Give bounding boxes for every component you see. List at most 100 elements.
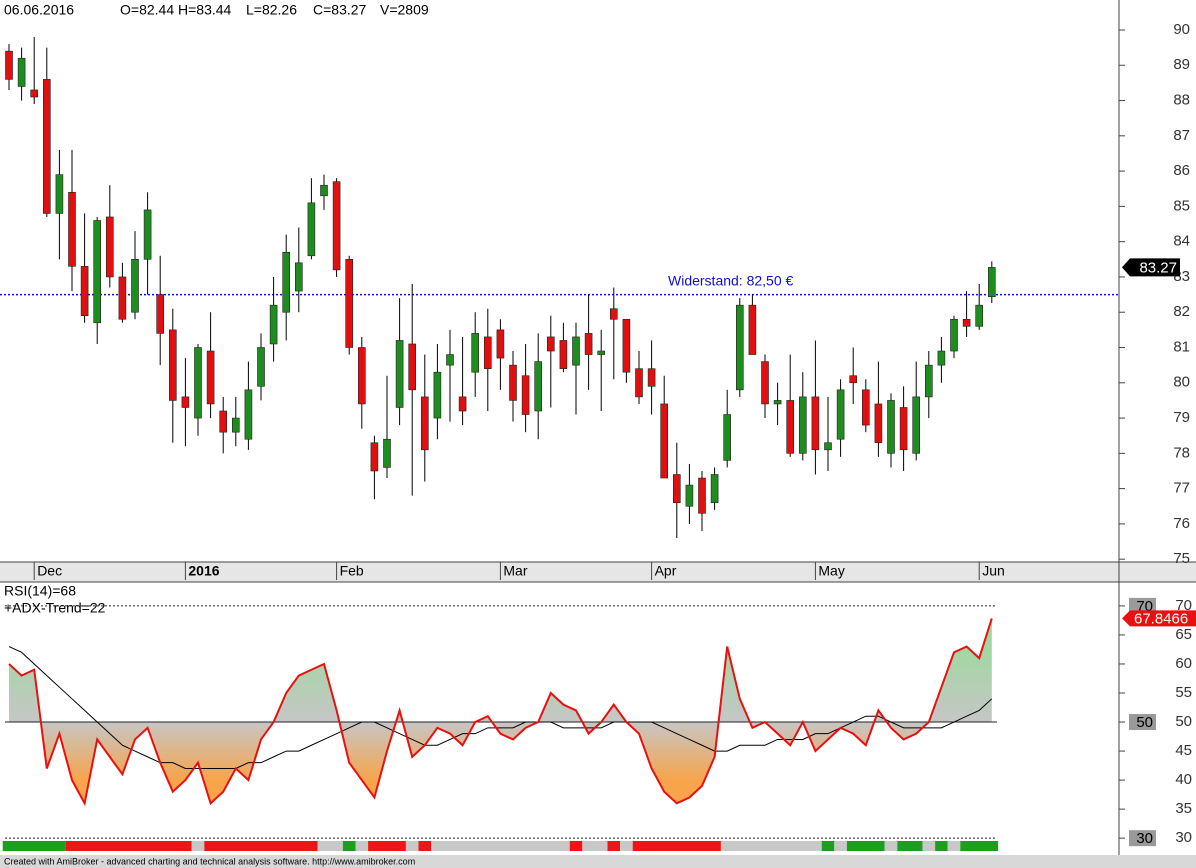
trend-segment (431, 841, 570, 851)
y-tick-label: 90 (1173, 21, 1190, 38)
candle-body (899, 407, 908, 451)
y-tick-label: 75 (1173, 550, 1190, 567)
candle-body (131, 259, 139, 313)
candle-body (924, 364, 933, 398)
trend-segment (897, 841, 923, 851)
candle-body (219, 410, 227, 433)
resistance-label: Widerstand: 82,50 € (668, 272, 794, 288)
candle-body (80, 266, 89, 317)
header-text: L=82.26 (246, 2, 297, 18)
header-text: 06.06.2016 (4, 2, 74, 18)
x-tick-label: Apr (655, 563, 677, 579)
candle-body (370, 442, 379, 472)
y-tick-label: 82 (1173, 303, 1190, 320)
candle-body (269, 304, 278, 345)
candle-body (635, 368, 643, 398)
candle-body (483, 336, 492, 369)
candle-body (950, 318, 958, 352)
x-tick-label: May (818, 563, 844, 579)
y-tick-label: 40 (1175, 771, 1192, 788)
trend-segment (960, 841, 999, 851)
trend-segment (191, 841, 205, 851)
candle-body (458, 396, 467, 412)
last-price-label: 83.27 (1139, 259, 1177, 276)
reference-box (1129, 830, 1156, 847)
candle-body (169, 329, 177, 401)
y-tick-label: 89 (1173, 56, 1190, 73)
trend-segment (317, 841, 343, 851)
trend-segment (947, 841, 961, 851)
y-tick-label: 45 (1175, 742, 1192, 759)
indicator-label: +ADX-Trend=22 (4, 600, 106, 616)
y-tick-label: 78 (1173, 444, 1190, 461)
y-tick-label: 60 (1175, 655, 1192, 672)
trend-segment (620, 841, 633, 851)
header-text: H=83.44 (178, 2, 232, 18)
y-tick-label: 70 (1175, 597, 1192, 614)
candle-body (761, 361, 769, 405)
candle-body (143, 209, 152, 260)
candle-body (824, 442, 832, 451)
candle-body (395, 340, 404, 408)
trend-segment (405, 841, 419, 851)
candle-body (521, 375, 530, 415)
candle-body (332, 181, 341, 271)
header-text: V=2809 (380, 2, 429, 18)
x-tick-label: Dec (37, 563, 62, 579)
trend-segment (582, 841, 608, 851)
header-text: O=82.44 (120, 2, 174, 18)
trend-segment (720, 841, 822, 851)
y-tick-label: 50 (1175, 713, 1192, 730)
trend-segment (204, 841, 318, 851)
trend-segment (834, 841, 847, 851)
candle-body (559, 340, 568, 369)
candle-body (647, 368, 656, 387)
candle-body (597, 350, 606, 355)
trend-segment (922, 841, 936, 851)
reference-box (1129, 714, 1156, 731)
candle-body (320, 184, 328, 197)
candle-body (509, 364, 517, 401)
candle-body (30, 89, 39, 98)
y-tick-label: 65 (1175, 626, 1192, 643)
trend-segment (342, 841, 356, 851)
trend-segment (632, 841, 721, 851)
y-tick-label: 80 (1173, 374, 1190, 391)
candle-body (723, 414, 732, 461)
trend-segment (2, 841, 66, 851)
candle-body (735, 304, 744, 391)
candle-body (849, 375, 858, 384)
trend-segment (607, 841, 621, 851)
candle-body (383, 438, 391, 468)
candle-body (861, 389, 870, 426)
candle-body (773, 400, 782, 405)
candle-body (534, 361, 543, 412)
candle-body (987, 267, 996, 297)
candle-body (836, 389, 845, 440)
footer: Created with AmiBroker - advanced charti… (4, 856, 415, 866)
ma-line (8, 646, 993, 769)
candle-body (5, 50, 13, 80)
candle-body (471, 333, 480, 373)
y-tick-label: 76 (1173, 515, 1190, 532)
date-axis-band (0, 562, 1196, 582)
candle-body (660, 403, 669, 479)
candle-body (17, 57, 26, 87)
y-tick-label: 55 (1175, 684, 1192, 701)
candle-body (609, 308, 618, 320)
candle-body (181, 396, 190, 408)
candle-body (546, 336, 555, 352)
candle-body (433, 371, 442, 419)
candle-body (937, 350, 946, 366)
x-tick-label: Jun (982, 563, 1005, 579)
candle-body (572, 336, 580, 366)
candle-body (887, 400, 895, 454)
rsi-line (8, 618, 993, 807)
candle-body (811, 396, 820, 451)
candle-body (786, 400, 795, 454)
candle-body (496, 329, 505, 359)
trend-segment (569, 841, 583, 851)
last-value-label: 67.8466 (1134, 610, 1188, 627)
